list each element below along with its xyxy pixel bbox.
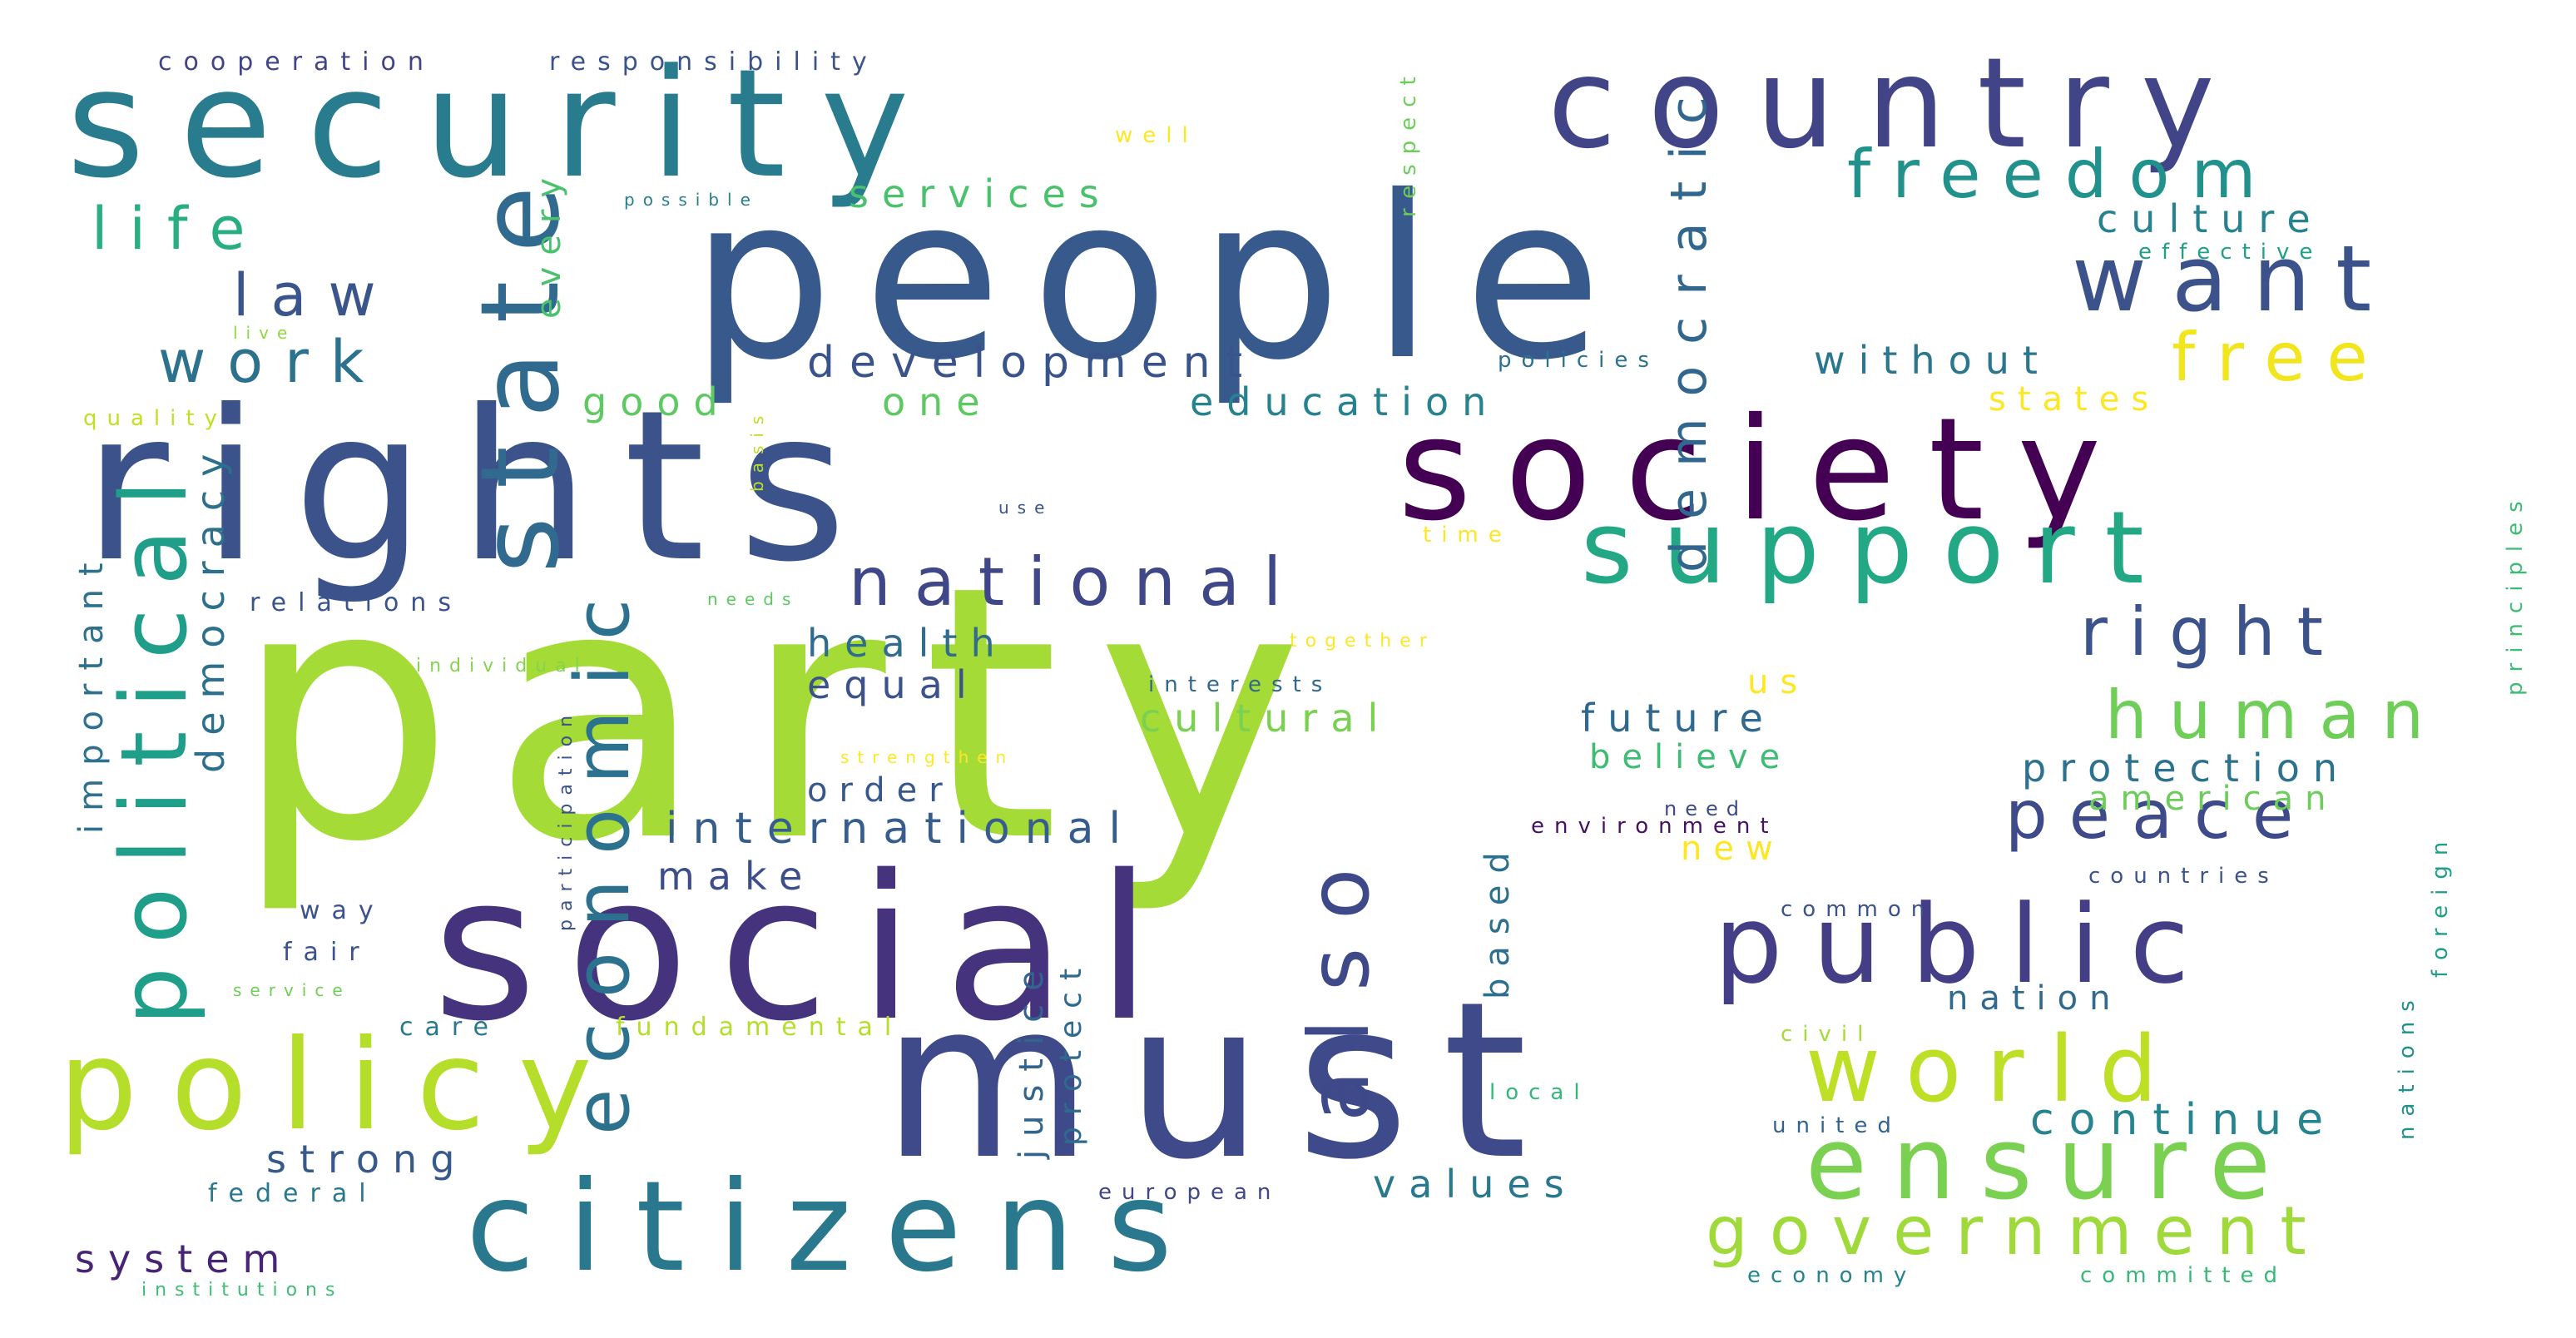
word-states: states	[1989, 380, 2161, 419]
word-free: free	[2172, 319, 2390, 396]
word-nation: nation	[1947, 979, 2123, 1018]
word-respect: respect	[1396, 67, 1421, 217]
word-country: country	[1548, 32, 2247, 176]
word-human: human	[2105, 676, 2446, 754]
word-based: based	[1479, 840, 1517, 999]
word-work: work	[158, 328, 386, 396]
word-individual: individual	[416, 656, 588, 676]
word-continue: continue	[2030, 1095, 2339, 1145]
word-local: local	[1489, 1080, 1590, 1105]
word-policy: policy	[58, 1013, 626, 1158]
word-protection: protection	[2022, 746, 2351, 790]
word-together: together	[1290, 631, 1435, 652]
word-education: education	[1190, 379, 1500, 424]
word-us: us	[1747, 663, 1810, 701]
word-environment: environment	[1531, 814, 1779, 839]
word-strong: strong	[266, 1137, 468, 1182]
word-justice: justice	[1013, 957, 1051, 1159]
word-need: need	[1664, 797, 1747, 820]
word-political: political	[101, 457, 207, 1025]
word-citizens: citizens	[466, 1155, 1206, 1300]
word-economy: economy	[1747, 1263, 1917, 1288]
word-without: without	[1814, 338, 2051, 383]
word-well: well	[1115, 123, 1198, 148]
word-right: right	[2080, 593, 2345, 671]
word-security: security	[67, 37, 944, 211]
word-democracy: democracy	[188, 440, 233, 773]
word-also: also	[1290, 840, 1388, 1122]
word-system: system	[75, 1236, 294, 1281]
word-every: every	[530, 166, 568, 319]
word-american: american	[2088, 780, 2338, 818]
word-time: time	[1423, 523, 1512, 548]
word-government: government	[1706, 1192, 2328, 1270]
word-institutions: institutions	[141, 1280, 344, 1301]
word-strengthen: strengthen	[840, 747, 1015, 767]
word-effective: effective	[2138, 240, 2323, 265]
word-fair: fair	[283, 938, 371, 967]
word-future: future	[1581, 696, 1776, 741]
word-quality: quality	[83, 406, 227, 431]
word-possible: possible	[624, 190, 759, 210]
word-party: party	[233, 512, 1340, 919]
word-participation: participation	[556, 706, 577, 931]
word-national: national	[849, 543, 1305, 621]
word-federal: federal	[208, 1179, 378, 1208]
word-order: order	[807, 771, 954, 810]
word-public: public	[1714, 881, 2220, 1008]
word-use: use	[998, 498, 1053, 518]
word-relations: relations	[250, 588, 463, 617]
word-live: live	[233, 323, 296, 343]
word-believe: believe	[1589, 738, 1792, 776]
word-law: law	[233, 261, 398, 330]
word-responsibility: responsibility	[549, 47, 879, 77]
word-make: make	[657, 854, 816, 899]
word-service: service	[233, 980, 351, 1000]
word-way: way	[300, 896, 385, 925]
word-committed: committed	[2080, 1263, 2287, 1288]
word-new: new	[1681, 830, 1785, 868]
word-ensure: ensure	[1806, 1107, 2296, 1222]
word-health: health	[807, 621, 1008, 666]
word-principles: principles	[2503, 491, 2528, 696]
word-fundamental: fundamental	[616, 1013, 904, 1042]
word-rights: rights	[83, 365, 880, 607]
word-equal: equal	[807, 662, 980, 707]
word-democratic: democratic	[1660, 75, 1718, 572]
word-society: society	[1398, 388, 2135, 553]
word-important: important	[72, 549, 111, 834]
word-care: care	[399, 1013, 501, 1042]
word-protect: protect	[1054, 956, 1088, 1146]
word-one: one	[882, 379, 993, 424]
word-needs: needs	[707, 589, 800, 609]
word-countries: countries	[2088, 864, 2279, 889]
word-international: international	[666, 804, 1136, 854]
word-life: life	[92, 195, 267, 263]
word-cooperation: cooperation	[158, 47, 435, 77]
word-interests: interests	[1148, 672, 1333, 697]
word-basis: basis	[747, 407, 767, 492]
word-freedom: freedom	[1847, 136, 2278, 213]
word-support: support	[1581, 491, 2174, 607]
word-cultural: cultural	[1140, 696, 1392, 741]
word-civil: civil	[1781, 1022, 1874, 1047]
word-culture: culture	[2097, 196, 2324, 241]
word-european: european	[1098, 1180, 1281, 1205]
word-services: services	[849, 171, 1112, 216]
word-want: want	[2072, 225, 2397, 332]
word-peace: peace	[2005, 776, 2316, 854]
word-common: common	[1781, 897, 1935, 922]
word-people: people	[691, 147, 1632, 409]
word-world: world	[1806, 1016, 2182, 1122]
word-united: united	[1772, 1113, 1901, 1138]
word-values: values	[1373, 1162, 1578, 1207]
word-foreign: foreign	[2428, 831, 2453, 978]
word-policies: policies	[1498, 348, 1659, 373]
word-development: development	[807, 338, 1258, 388]
word-social: social	[433, 832, 1182, 1065]
word-must: must	[882, 956, 1561, 1207]
word-nations: nations	[2395, 990, 2420, 1140]
word-good: good	[582, 379, 731, 424]
